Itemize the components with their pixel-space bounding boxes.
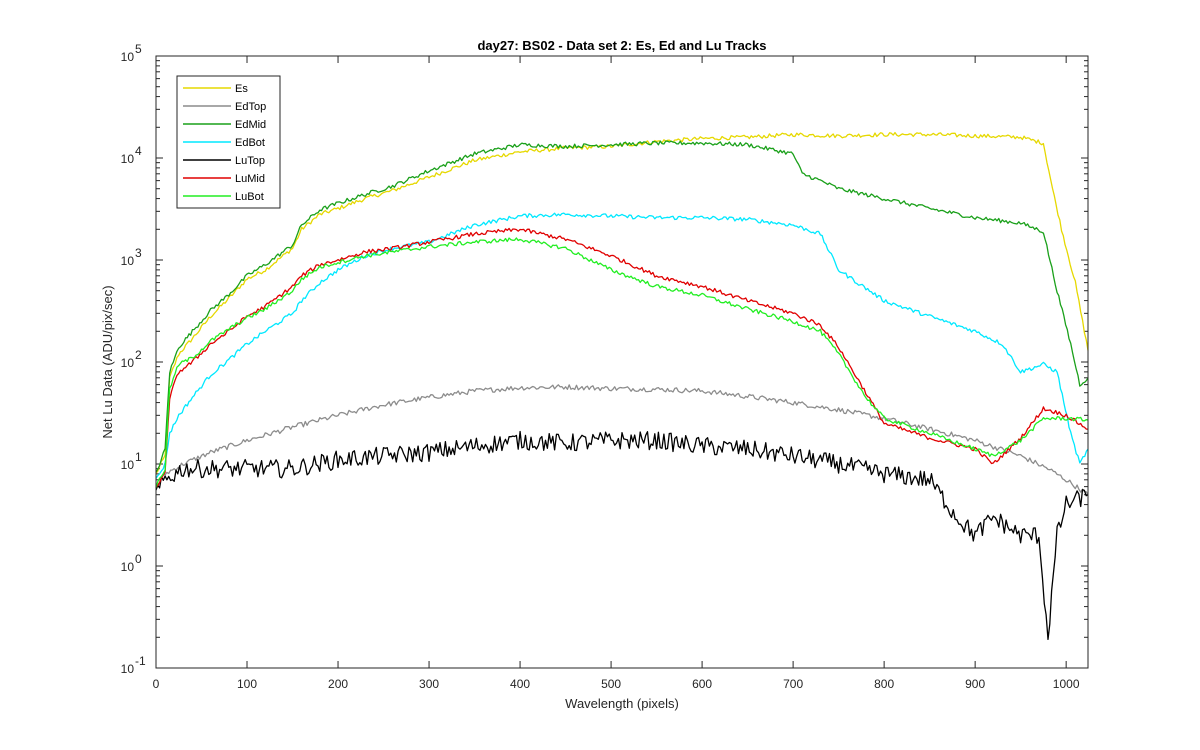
x-axis-label: Wavelength (pixels) <box>565 696 679 711</box>
series-line-edbot <box>155 212 1089 479</box>
legend-label-lubot: LuBot <box>235 191 264 203</box>
y-tick-exponent: 1 <box>135 450 142 464</box>
series-line-lutop <box>155 430 1089 641</box>
y-tick-exponent: 0 <box>135 552 142 566</box>
x-tick-label: 100 <box>237 677 257 691</box>
y-tick-exponent: 3 <box>135 246 142 260</box>
series-line-lumid <box>155 227 1088 488</box>
x-tick-label: 700 <box>783 677 803 691</box>
series-layer <box>155 131 1089 641</box>
series-line-lubot <box>155 237 1089 488</box>
y-tick-exponent: 5 <box>135 42 142 56</box>
legend-label-edbot: EdBot <box>235 137 265 149</box>
y-tick-label: 10 <box>121 254 135 268</box>
y-axis-label: Net Lu Data (ADU/pix/sec) <box>100 285 115 438</box>
x-tick-label: 300 <box>419 677 439 691</box>
x-tick-label: 800 <box>874 677 894 691</box>
legend-label-lumid: LuMid <box>235 173 265 185</box>
y-tick-exponent: 4 <box>135 144 142 158</box>
plot-frame <box>155 55 1089 669</box>
x-tick-label: 900 <box>965 677 985 691</box>
y-tick-exponent: -1 <box>135 654 146 668</box>
y-tick-label: 10 <box>121 560 135 574</box>
legend-label-edtop: EdTop <box>235 101 266 113</box>
legend-label-edmid: EdMid <box>235 119 266 131</box>
x-tick-labels: 0 100 200 300 400 500 600 700 800 900 1000 <box>153 677 1080 691</box>
y-tick-label: 10 <box>121 458 135 472</box>
x-tick-label: 200 <box>328 677 348 691</box>
y-tick-label: 10 <box>121 662 135 676</box>
series-line-edtop <box>155 384 1089 496</box>
x-tick-label: 400 <box>510 677 530 691</box>
x-tick-label: 0 <box>153 677 160 691</box>
legend-label-lutop: LuTop <box>235 155 265 167</box>
y-tick-exponent: 2 <box>135 348 142 362</box>
y-tick-label: 10 <box>121 356 135 370</box>
legend-label-es: Es <box>235 83 248 95</box>
series-line-edmid <box>155 140 1089 473</box>
plot-area <box>156 56 1088 668</box>
x-tick-label: 500 <box>601 677 621 691</box>
chart-title: day27: BS02 - Data set 2: Es, Ed and Lu … <box>477 38 766 53</box>
y-tick-label: 10 <box>121 50 135 64</box>
y-tick-label: 10 <box>121 152 135 166</box>
legend: Es EdTop EdMid EdBot LuTop LuMid LuBot <box>176 75 281 209</box>
x-tick-label: 1000 <box>1053 677 1080 691</box>
x-tick-label: 600 <box>692 677 712 691</box>
